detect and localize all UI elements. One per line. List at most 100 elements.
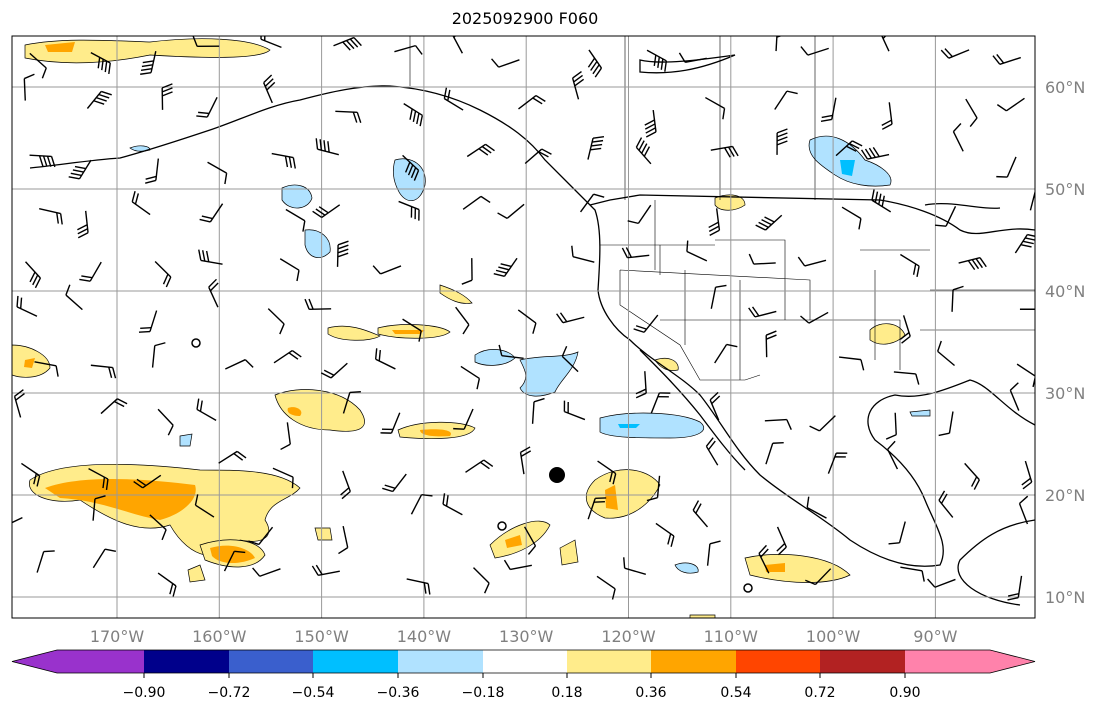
wind-barb [225,359,254,370]
latitude-label: 40°N [1045,282,1085,301]
longitude-labels: 170°W 160°W 150°W 140°W 130°W 120°W 110°W 100°W… [90,627,958,646]
wind-barb [86,90,112,109]
wind-barb [646,49,668,72]
wind-barb [705,437,719,466]
wind-barb [29,154,56,168]
wind-barb [765,442,784,465]
wind-barb [16,295,38,317]
wind-barb [951,285,964,312]
calm-marker [191,338,201,348]
wind-barb [131,190,151,216]
wind-barb [342,390,361,414]
wind-barb [207,161,228,185]
wind-barb [524,148,552,165]
longitude-label: 170°W [90,627,145,646]
wind-barb [964,462,980,490]
colorbar-extend-max [990,650,1035,673]
wind-barb [311,564,340,576]
wind-barb [587,136,605,160]
wind-barb [655,522,675,547]
longitude-label: 160°W [192,627,247,646]
colorbar-tick-label: −0.36 [377,685,420,701]
wind-barb [223,550,246,572]
wind-barb [900,566,925,582]
wind-barb [402,154,420,181]
wind-barb [806,496,827,519]
wind-barb [563,400,586,421]
wind-barb [68,159,92,180]
wind-barb [77,210,89,239]
wind-barb [157,408,174,436]
wind-barb [403,103,424,127]
wind-barb [498,344,524,360]
wind-barb [888,521,906,545]
latitude-label: 30°N [1045,384,1085,403]
colorbar-tick-label: 0.36 [635,685,666,701]
colorbar-segment [57,650,145,673]
latitude-label: 10°N [1045,588,1085,607]
wind-barb [893,371,920,385]
graticule [12,36,1035,618]
wind-barb [273,349,302,364]
wind-barb [208,278,219,308]
wind-barb [406,578,431,595]
wind-barb [1016,363,1035,388]
wind-barb [841,206,862,230]
colorbar-segment [651,650,737,673]
wind-barb [800,46,829,56]
wind-barb [644,109,657,138]
colorbar-extend-min [12,650,57,673]
wind-barb [1019,308,1035,310]
wind-barb [338,525,349,555]
wind-barb [623,557,646,575]
colorbar-segment [905,650,991,673]
colorbar-tick-label: 0.90 [889,685,920,701]
wind-barb [523,526,537,555]
wind-barb [443,87,464,111]
wind-barb [140,51,157,75]
colorbar-segment [398,650,484,673]
wind-barb [517,309,537,334]
wind-barb [885,412,897,440]
wind-barb [627,204,652,225]
wind-barb [34,361,59,377]
wind-barb [899,315,911,344]
wind-barb [820,97,837,123]
wind-barb [881,102,893,130]
wind-barb [996,97,1025,112]
wind-barb [748,253,776,265]
wind-barb [465,459,494,473]
wind-barb [320,362,348,379]
wind-barb [635,371,647,399]
wind-barb [452,36,464,54]
wind-barb [199,203,224,223]
wind-barb [1007,575,1023,601]
colorbar-tick-label: −0.72 [208,685,251,701]
wind-barb [579,193,605,213]
wind-barb [797,256,827,267]
latitude-labels: 60°N 50°N 40°N 30°N 20°N 10°N [1045,78,1085,607]
wind-barb [871,189,892,213]
wind-barb [805,568,832,586]
wind-barb [92,548,117,569]
wind-barb [935,205,957,227]
longitude-label: 140°W [397,627,452,646]
wind-barb [100,398,128,415]
wind-barb [692,500,709,528]
wind-barb [1014,233,1035,254]
wind-barb [1009,382,1020,411]
wind-barb [587,49,603,78]
colorbar-segment [144,650,230,673]
wind-barb [410,494,433,515]
wind-barb [90,51,111,75]
wind-barb [23,73,35,101]
wind-barb [462,195,491,210]
calm-marker [497,521,507,531]
wind-barb [678,52,707,63]
longitude-label: 110°W [704,627,759,646]
longitude-label: 100°W [806,627,861,646]
wind-barb [958,257,987,271]
wind-barb [827,452,848,474]
wind-barb [460,365,481,390]
wind-barb [380,412,401,434]
